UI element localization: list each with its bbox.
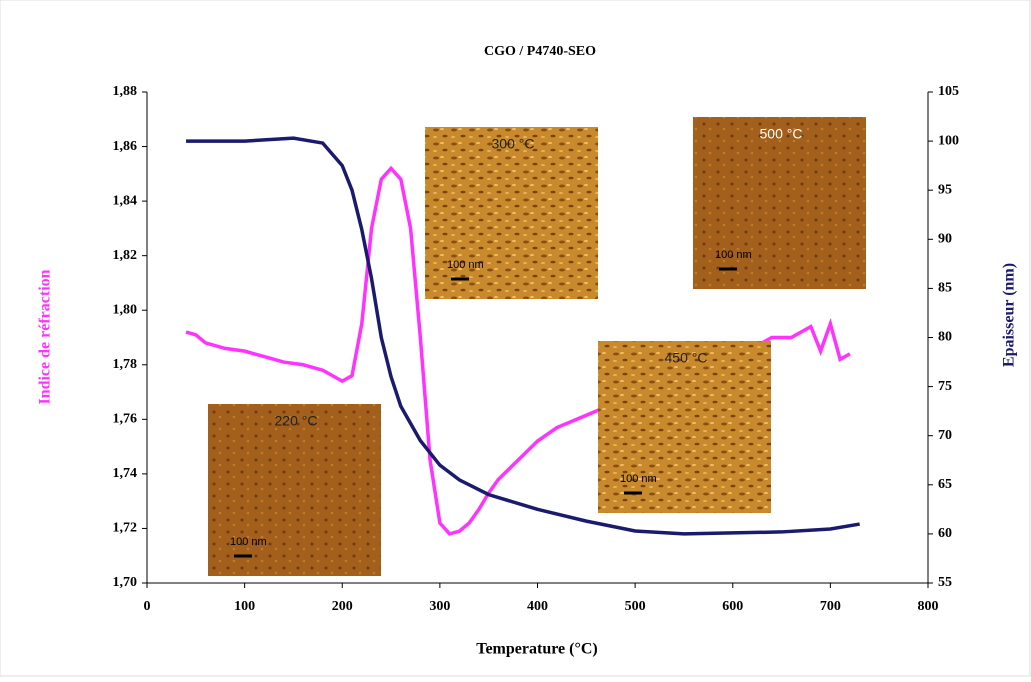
afm-image (693, 117, 866, 289)
y-tick-label: 1,72 (113, 521, 138, 536)
y-tick-label: 1,88 (113, 84, 138, 99)
y-tick-label: 1,86 (113, 139, 138, 154)
scale-label: 100 nm (230, 536, 267, 548)
y2-tick-label: 85 (938, 281, 952, 296)
afm-image (598, 341, 771, 513)
x-tick-label: 500 (625, 599, 646, 614)
x-tick-label: 400 (527, 599, 548, 614)
x-tick-label: 200 (332, 599, 353, 614)
y-tick-label: 1,74 (113, 466, 138, 481)
x-tick-label: 300 (429, 599, 450, 614)
y2-axis-label: Epaisseur (nm) (1001, 263, 1018, 367)
afm-image (425, 127, 598, 299)
x-tick-label: 600 (722, 599, 743, 614)
y2-tick-label: 65 (938, 477, 952, 492)
y-tick-label: 1,76 (113, 412, 138, 427)
x-tick-label: 800 (918, 599, 939, 614)
y2-tick-label: 70 (938, 428, 952, 443)
x-tick-label: 100 (234, 599, 255, 614)
chart-title: CGO / P4740-SEO (484, 44, 596, 59)
y2-tick-label: 75 (938, 379, 952, 394)
inset-label: 450 °C (665, 350, 708, 366)
x-axis-label: Temperature (°C) (476, 641, 597, 658)
afm-image (208, 404, 381, 576)
x-tick-label: 700 (820, 599, 841, 614)
y-tick-label: 1,78 (113, 357, 138, 372)
inset-label: 300 °C (492, 136, 535, 152)
y2-tick-label: 95 (938, 182, 952, 197)
line-series (186, 136, 860, 536)
scale-label: 100 nm (620, 473, 657, 485)
y-tick-label: 1,82 (113, 248, 138, 263)
y2-tick-label: 80 (938, 330, 952, 345)
y2-tick-label: 60 (938, 526, 952, 541)
y2-tick-label: 55 (938, 575, 952, 590)
y2-tick-label: 105 (938, 84, 959, 99)
y-tick-label: 1,84 (113, 193, 138, 208)
scale-label: 100 nm (447, 259, 484, 271)
x-tick-label: 0 (144, 599, 151, 614)
inset-label: 500 °C (760, 126, 803, 142)
y-tick-label: 1,70 (113, 575, 138, 590)
inset-label: 220 °C (275, 413, 318, 429)
y-axis-label: Indice de réfraction (37, 269, 54, 404)
y2-tick-label: 100 (938, 133, 959, 148)
y-tick-label: 1,80 (113, 302, 138, 317)
y2-tick-label: 90 (938, 232, 952, 247)
scale-label: 100 nm (715, 249, 752, 261)
